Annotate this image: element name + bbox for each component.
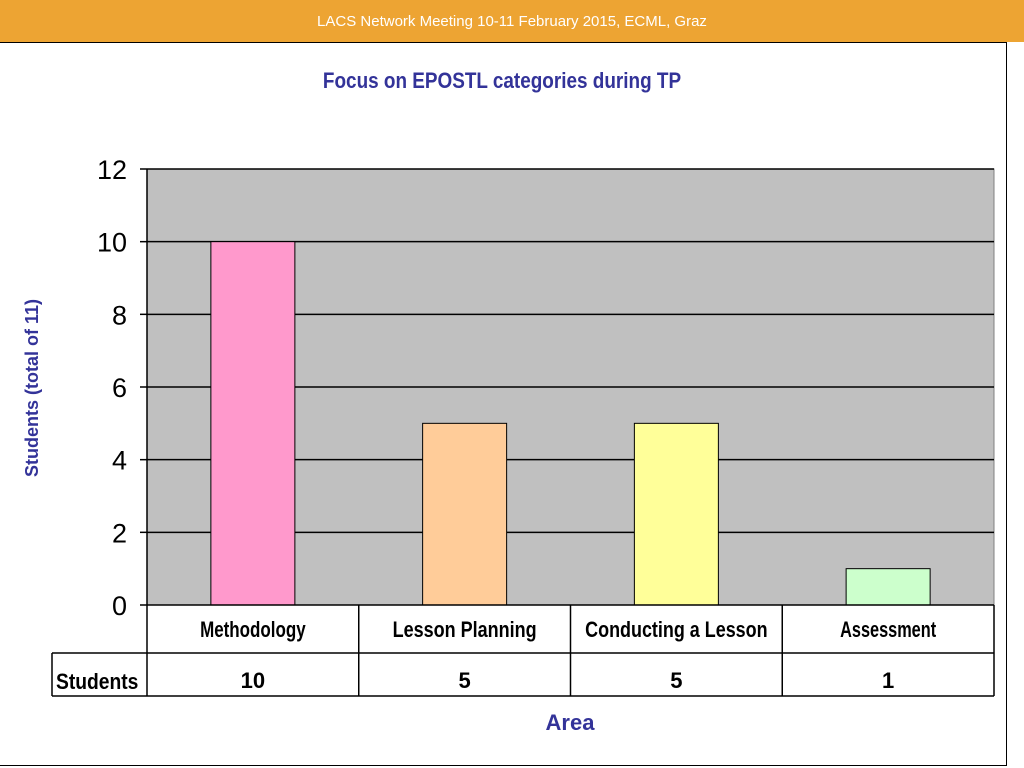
data-table-value: 1 [882, 668, 894, 693]
x-tick-label: Methodology [200, 617, 306, 642]
slide-frame [0, 42, 1007, 766]
y-axis-label: Students (total of 11) [22, 299, 42, 477]
bar-conducting-a-lesson [633, 422, 719, 606]
data-table-value: 10 [241, 668, 265, 693]
x-tick-label: Conducting a Lesson [585, 617, 767, 642]
y-tick-label: 0 [112, 591, 127, 621]
header-bar: LACS Network Meeting 10-11 February 2015… [0, 0, 1024, 42]
y-tick-label: 10 [97, 228, 127, 258]
y-tick-label: 2 [112, 518, 127, 548]
x-axis-label: Area [546, 710, 596, 735]
bar-lesson-planning [422, 422, 508, 606]
bar-assessment [845, 568, 931, 606]
x-tick-label: Assessment [840, 617, 936, 642]
x-tick-label: Lesson Planning [393, 617, 537, 642]
header-text: LACS Network Meeting 10-11 February 2015… [317, 13, 707, 30]
y-tick-label: 12 [97, 155, 127, 185]
chart-title: Focus on EPOSTL categories during TP [322, 68, 682, 93]
y-tick-label: 8 [112, 300, 127, 330]
bar-methodology [210, 241, 296, 606]
data-table-row-label: Students [56, 669, 138, 694]
data-table-value: 5 [670, 668, 682, 693]
data-table-value: 5 [459, 668, 471, 693]
y-tick-label: 6 [112, 373, 127, 403]
y-tick-label: 4 [112, 446, 127, 476]
